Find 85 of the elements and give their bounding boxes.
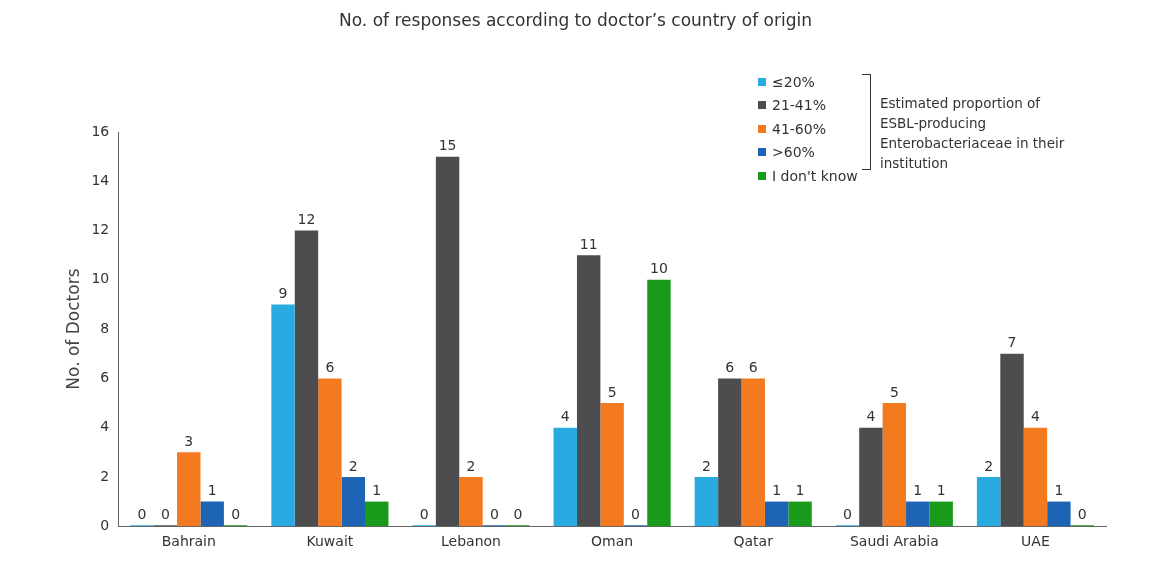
bar bbox=[177, 452, 201, 527]
data-label: 1 bbox=[795, 482, 805, 499]
legend-label: >60% bbox=[772, 144, 815, 161]
data-label: 0 bbox=[489, 505, 499, 522]
y-tick-label: 10 bbox=[91, 270, 110, 287]
data-label: 0 bbox=[137, 505, 147, 522]
data-label: 0 bbox=[631, 505, 640, 522]
data-label: 1 bbox=[772, 482, 782, 499]
data-label: 2 bbox=[348, 457, 358, 474]
y-tick-label: 0 bbox=[100, 516, 110, 533]
data-label: 12 bbox=[297, 211, 316, 228]
legend-label: ≤20% bbox=[772, 73, 815, 90]
data-label: 4 bbox=[1030, 408, 1040, 425]
y-tick-label: 6 bbox=[100, 369, 110, 386]
annotation: Estimated proportion of ESBL-producing Enterobacteriaceae in their institution bbox=[880, 94, 1066, 173]
bar bbox=[859, 427, 883, 527]
data-label: 5 bbox=[607, 383, 617, 400]
bar bbox=[600, 403, 624, 527]
legend-label: 21-41% bbox=[772, 97, 826, 114]
data-label: 5 bbox=[889, 383, 899, 400]
data-label: 1 bbox=[207, 482, 217, 499]
y-tick-label: 8 bbox=[100, 319, 110, 336]
data-label: 4 bbox=[560, 408, 570, 425]
bar bbox=[718, 378, 742, 527]
bar bbox=[929, 501, 953, 527]
bar bbox=[1047, 501, 1071, 527]
x-tick-label: Qatar bbox=[733, 533, 774, 550]
x-tick-label: Bahrain bbox=[161, 533, 216, 550]
chart-title: No. of responses according to doctor’s country of origin bbox=[338, 10, 813, 30]
data-label: 2 bbox=[701, 457, 711, 474]
legend-label: 41-60% bbox=[772, 120, 826, 137]
legend-label: I don't know bbox=[772, 167, 858, 184]
data-label: 4 bbox=[866, 408, 876, 425]
data-label: 2 bbox=[984, 457, 994, 474]
data-label: 0 bbox=[843, 505, 852, 522]
bar bbox=[1000, 353, 1024, 527]
data-label: 2 bbox=[466, 457, 476, 474]
data-label: 6 bbox=[748, 359, 758, 376]
data-label: 11 bbox=[579, 235, 598, 252]
data-label: 7 bbox=[1007, 334, 1017, 351]
bar bbox=[318, 378, 342, 527]
x-tick-label: Lebanon bbox=[441, 533, 501, 550]
data-label: 15 bbox=[438, 137, 457, 154]
bar bbox=[435, 156, 460, 527]
y-tick-label: 4 bbox=[100, 418, 110, 435]
data-label: 0 bbox=[231, 505, 241, 522]
x-tick-label: Saudi Arabia bbox=[849, 533, 939, 550]
bar bbox=[788, 501, 812, 527]
y-tick-label: 12 bbox=[91, 221, 110, 238]
bar bbox=[764, 501, 789, 527]
x-tick-label: Oman bbox=[591, 533, 634, 550]
bar bbox=[341, 476, 366, 527]
data-label: 0 bbox=[419, 505, 429, 522]
data-label: 10 bbox=[650, 260, 668, 277]
data-label: 0 bbox=[160, 505, 170, 522]
data-label: 1 bbox=[1054, 482, 1064, 499]
bar bbox=[294, 230, 319, 527]
data-label: 1 bbox=[372, 482, 382, 499]
y-tick-label: 14 bbox=[91, 171, 110, 188]
data-label: 0 bbox=[513, 505, 523, 522]
data-label: 6 bbox=[325, 359, 335, 376]
bar bbox=[271, 304, 295, 527]
data-label: 6 bbox=[725, 359, 735, 376]
y-tick-label: 2 bbox=[100, 467, 110, 484]
bar bbox=[694, 476, 719, 527]
bar bbox=[365, 501, 389, 527]
bar bbox=[1023, 427, 1048, 527]
y-tick-label: 16 bbox=[91, 122, 110, 139]
bar bbox=[976, 476, 1001, 527]
data-label: 1 bbox=[936, 482, 946, 499]
data-label: 9 bbox=[278, 285, 288, 302]
bar bbox=[553, 427, 577, 527]
data-label: 0 bbox=[1077, 505, 1087, 522]
bar bbox=[576, 255, 601, 527]
data-label: 1 bbox=[913, 482, 923, 499]
bar bbox=[741, 378, 765, 527]
bar bbox=[200, 501, 224, 527]
bar bbox=[882, 403, 907, 527]
x-tick-label: Kuwait bbox=[306, 533, 354, 550]
bar bbox=[459, 476, 483, 527]
x-tick-label: UAE bbox=[1021, 533, 1050, 550]
y-axis-title: No. of Doctors bbox=[62, 268, 83, 390]
data-label: 3 bbox=[184, 432, 194, 449]
bar bbox=[906, 501, 930, 527]
bar bbox=[647, 279, 671, 527]
